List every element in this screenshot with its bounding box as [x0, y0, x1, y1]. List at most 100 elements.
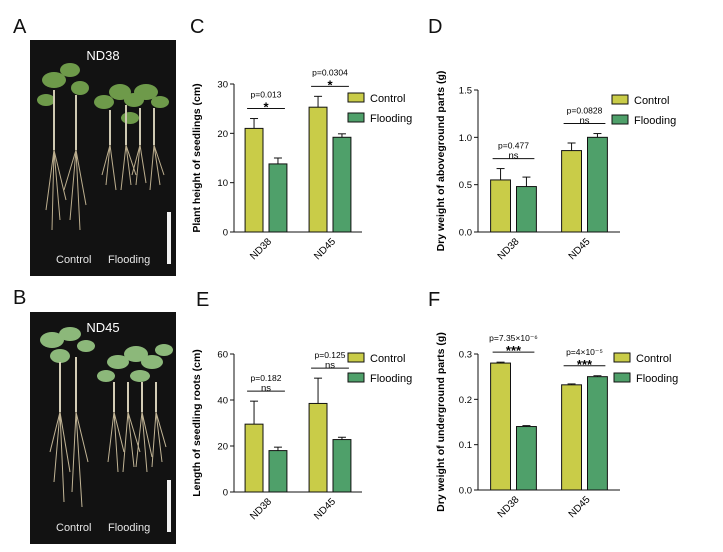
chart-f: Dry weight of underground parts (g) 0.0 0.…: [430, 312, 720, 547]
y-tick-label: 0.5: [459, 180, 472, 191]
legend-label: Control: [370, 353, 405, 365]
photo-title: ND38: [86, 48, 120, 63]
label-control: Control: [56, 254, 92, 266]
p-value-label: p=0.477: [498, 141, 529, 151]
bar-flooding-nd38: [516, 186, 537, 233]
p-value-label: p=0.0304: [312, 67, 348, 77]
photo-nd38: ND38 Control Flooding: [30, 40, 176, 276]
bar-control-nd45: [308, 106, 328, 233]
y-tick-label: 20: [217, 442, 228, 453]
y-tick-label: 0.3: [459, 350, 472, 361]
panel-letter-e: E: [196, 289, 210, 311]
bar-flooding-nd45: [332, 439, 352, 493]
x-tick-label: ND38: [248, 496, 274, 522]
legend-label: Flooding: [370, 373, 412, 385]
panel-letter-a: A: [13, 16, 27, 38]
significance-marker: ns: [325, 360, 335, 371]
y-tick-label: 0: [223, 488, 228, 499]
y-axis-label: Dry weight of underground parts (g): [435, 332, 447, 512]
panel-letter-d: D: [428, 16, 443, 38]
scale-bar: [167, 480, 171, 532]
x-tick-label: ND45: [567, 494, 593, 520]
bar-flooding-nd45: [587, 376, 608, 491]
legend-label: Flooding: [636, 373, 678, 385]
y-tick-label: 30: [217, 80, 228, 91]
y-tick-label: 1.5: [459, 86, 472, 97]
x-tick-label: ND38: [248, 236, 274, 262]
legend-label: Control: [370, 93, 405, 105]
legend-swatch: [347, 372, 365, 383]
bar-flooding-nd38: [516, 426, 537, 491]
legend-label: Control: [636, 353, 671, 365]
legend-swatch: [347, 92, 365, 103]
y-tick-label: 0.1: [459, 440, 472, 451]
bar-flooding-nd45: [332, 136, 352, 233]
x-tick-label: ND45: [567, 236, 593, 262]
y-axis-label: Plant height of seedlings (cm): [191, 83, 203, 232]
photo-nd45: ND45 Control Flooding: [30, 312, 176, 544]
x-tick-label: ND45: [312, 496, 338, 522]
chart-svg: Dry weight of underground parts (g) 0.0 0.…: [435, 332, 678, 520]
y-tick-label: 0.0: [459, 486, 472, 497]
bar-control-nd45: [561, 384, 582, 491]
p-value-label: p=7.35×10⁻⁶: [489, 333, 538, 343]
y-tick-label: 1.0: [459, 133, 472, 144]
x-tick-label: ND38: [496, 494, 522, 520]
significance-marker: ***: [577, 357, 593, 372]
chart-svg: Plant height of seedlings (cm) 0 10 20 30 ND3…: [191, 67, 412, 262]
x-tick-label: ND45: [312, 236, 338, 262]
legend-swatch: [613, 372, 631, 383]
y-tick-label: 20: [217, 129, 228, 140]
significance-marker: ns: [261, 383, 271, 394]
legend-swatch: [611, 114, 629, 125]
y-tick-label: 40: [217, 396, 228, 407]
label-flooding: Flooding: [108, 522, 151, 534]
y-tick-label: 60: [217, 350, 228, 361]
legend-swatch: [347, 352, 365, 363]
y-tick-label: 0: [223, 228, 228, 239]
p-value-label: p=0.125: [315, 350, 346, 360]
x-tick-label: ND38: [496, 236, 522, 262]
photo-title: ND45: [86, 320, 120, 335]
y-tick-label: 0.2: [459, 395, 472, 406]
scale-bar: [167, 212, 171, 264]
bar-control-nd38: [244, 423, 264, 493]
bar-control-nd38: [244, 127, 264, 233]
bar-flooding-nd45: [587, 136, 608, 233]
significance-marker: ***: [506, 343, 522, 358]
legend-label: Control: [634, 95, 669, 107]
legend-swatch: [347, 112, 365, 123]
legend-swatch: [611, 94, 629, 105]
p-value-label: p=0.182: [251, 373, 282, 383]
chart-c: Plant height of seedlings (cm) 0 10 20 30 ND3…: [186, 40, 426, 280]
seedlings-illustration-nd38: [37, 63, 169, 231]
p-value-label: p=0.013: [251, 90, 282, 100]
significance-marker: *: [327, 77, 333, 92]
bar-flooding-nd38: [268, 450, 288, 493]
bar-control-nd45: [308, 402, 328, 493]
chart-svg: Length of seedling roots (cm) 0 20 40 60 ND38…: [191, 349, 412, 522]
y-axis-label: Dry weight of aboveground parts (g): [435, 71, 447, 252]
legend-label: Flooding: [634, 115, 676, 127]
panel-letter-f: F: [428, 289, 441, 311]
p-value-label: p=4×10⁻⁵: [566, 347, 603, 357]
seedlings-illustration-nd45: [40, 327, 173, 508]
y-tick-label: 0.0: [459, 228, 472, 239]
legend-swatch: [613, 352, 631, 363]
significance-marker: ns: [508, 151, 518, 162]
bar-control-nd38: [490, 179, 511, 233]
label-control: Control: [56, 522, 92, 534]
bar-control-nd45: [561, 150, 582, 233]
p-value-label: p=0.0828: [567, 106, 603, 116]
chart-d: Dry weight of aboveground parts (g) 0.0 0.…: [430, 40, 690, 280]
bar-flooding-nd38: [268, 163, 288, 233]
bar-control-nd38: [490, 362, 511, 491]
y-tick-label: 10: [217, 178, 228, 189]
chart-svg: Dry weight of aboveground parts (g) 0.0 0.…: [435, 71, 676, 263]
panel-letter-c: C: [190, 16, 205, 38]
significance-marker: *: [263, 100, 269, 115]
panel-letter-b: B: [13, 287, 27, 309]
chart-e: Length of seedling roots (cm) 0 20 40 60 ND38…: [186, 312, 426, 547]
significance-marker: ns: [579, 116, 589, 127]
legend-label: Flooding: [370, 113, 412, 125]
